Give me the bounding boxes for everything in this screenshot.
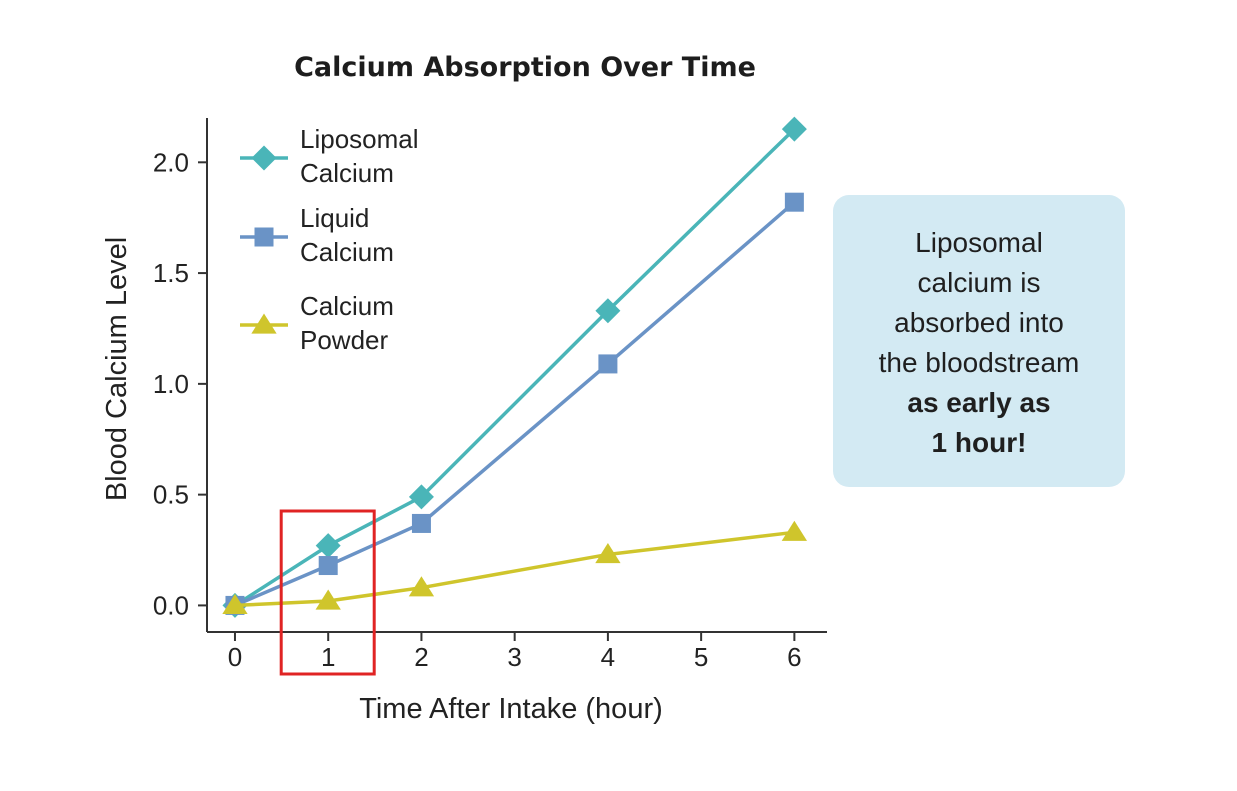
data-point [318,556,338,576]
callout-line: Liposomal [915,227,1043,258]
legend-marker [251,313,277,334]
data-point [781,116,807,142]
chart-series [222,116,808,618]
chart-ticks: 0 1 2 3 4 5 6 0.0 0.5 1.0 1.5 2.0 [153,147,802,672]
legend-label: Liquid [300,203,369,233]
axis-labels: Time After Intake (hour) Blood Calcium Le… [101,237,663,725]
y-axis-label: Blood Calcium Level [101,237,133,501]
legend-label: Liposomal [300,124,419,154]
callout-box: Liposomal calcium is absorbed into the b… [833,195,1125,487]
x-tick-label: 0 [228,642,242,672]
data-point [222,593,248,615]
x-axis-label: Time After Intake (hour) [359,693,663,725]
callout-bold-line: as early as [907,387,1051,418]
chart-title: Calcium Absorption Over Time [294,52,756,83]
highlight-layer [279,509,376,676]
data-point [315,589,341,610]
y-tick-label: 0.0 [153,590,189,620]
data-point [595,298,621,324]
data-point [598,354,618,374]
x-tick-label: 6 [787,642,801,672]
legend-label: Calcium [300,291,394,321]
legend-marker [254,227,274,247]
y-tick-label: 0.5 [153,480,189,510]
y-tick-label: 1.0 [153,369,189,399]
data-point [411,513,431,533]
callout-line: absorbed into [894,307,1064,338]
callout-bold-line: 1 hour! [931,427,1027,458]
legend-marker [251,145,277,171]
y-tick-label: 1.5 [153,258,189,288]
legend-label: Calcium [300,237,394,267]
data-point [315,533,341,559]
x-tick-label: 1 [321,642,335,672]
callout-line: the bloodstream [878,347,1080,378]
data-point [784,192,804,212]
highlight-box [279,509,376,676]
chart-legend: Liposomal Calcium Liquid Calcium Calcium Powd… [240,124,419,355]
data-point [408,576,435,597]
legend-label: Powder [300,325,388,355]
data-point [408,484,434,510]
x-tick-label: 4 [601,642,615,672]
data-point [781,520,808,541]
chart-axes [206,118,827,633]
x-tick-label: 2 [414,642,428,672]
series-line [234,127,796,607]
x-tick-label: 3 [507,642,521,672]
data-point [595,542,621,564]
legend-label: Calcium [300,158,394,188]
x-tick-label: 5 [694,642,708,672]
callout-line: calcium is [917,267,1041,298]
y-tick-label: 2.0 [153,147,189,177]
